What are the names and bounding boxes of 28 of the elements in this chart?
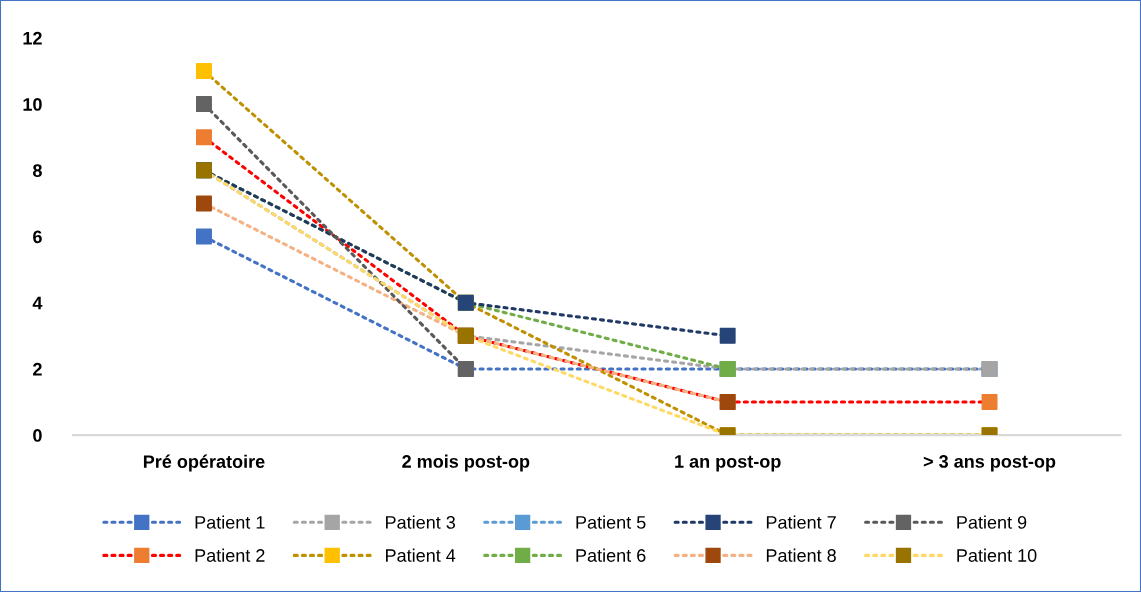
y-tick-label: 8: [33, 164, 42, 178]
point: [195, 228, 212, 245]
point: [195, 195, 212, 212]
legend-label: Patient 6: [576, 548, 646, 562]
legend-label: Patient 7: [766, 515, 836, 529]
point: [981, 394, 998, 410]
legend-label: Patient 1: [195, 515, 265, 529]
y-tick-label: 6: [33, 230, 42, 244]
legend-label: Patient 3: [386, 515, 456, 529]
legend-label: Patient 8: [766, 548, 836, 562]
y-tick-label: 2: [33, 362, 42, 376]
legend-label: Patient 4: [386, 548, 456, 562]
y-tick-label: 4: [32, 296, 43, 310]
x-tick-label: 2 mois post-op: [402, 454, 530, 472]
y-tick-label: 12: [23, 31, 42, 45]
point: [195, 63, 212, 79]
point: [719, 327, 736, 344]
point: [195, 129, 212, 146]
legend-label: Patient 10: [957, 548, 1037, 562]
x-tick-label: 1 an post-op: [675, 455, 781, 472]
legend-label: Patient 5: [576, 515, 646, 529]
point: [195, 96, 212, 113]
x-tick-label: Pré opératoire: [143, 454, 265, 472]
legend-label: Patient 2: [195, 548, 265, 562]
y-tick-label: 0: [33, 429, 42, 442]
y-tick-label: 10: [23, 98, 42, 111]
legend-label: Patient 9: [957, 515, 1027, 529]
x-tick-label: > 3 ans post-op: [923, 455, 1056, 472]
